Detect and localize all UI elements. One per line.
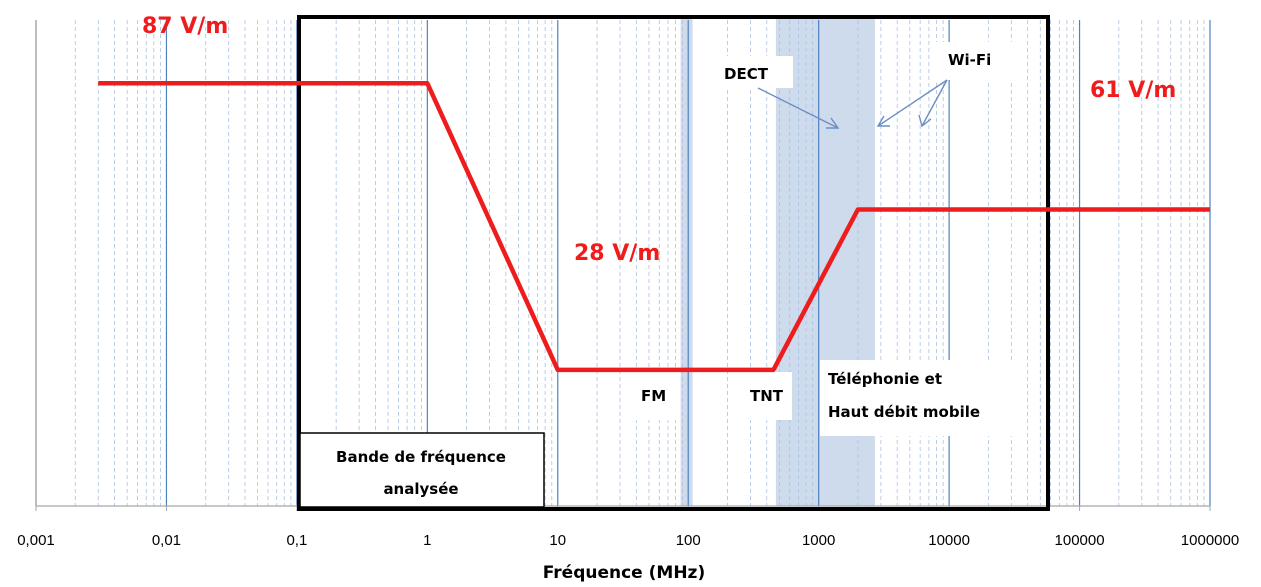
- wifi-label-bg: [935, 42, 1019, 80]
- right-value-label: 61 V/m: [1090, 78, 1176, 103]
- wifi-arrow-1: [877, 79, 948, 127]
- series: [98, 80, 1210, 373]
- x-tick-label: 0,001: [17, 532, 55, 549]
- annotation-boxes: [632, 42, 1025, 436]
- left-value-label: 87 V/m: [142, 14, 228, 39]
- x-axis-title: Fréquence (MHz): [543, 563, 705, 583]
- analyzed-band-label-line2: analysée: [383, 480, 458, 498]
- dect-arrow-head: [826, 117, 840, 129]
- band-1: [775, 17, 806, 506]
- x-tick-label: 1000000: [1181, 532, 1239, 549]
- x-tick-label: 10000: [928, 532, 970, 549]
- dect-label-bg: [718, 56, 793, 88]
- band-0: [680, 17, 693, 506]
- fm-band-label: FM: [641, 387, 666, 405]
- tel-band-label-line2: Haut débit mobile: [828, 403, 980, 421]
- dect-label: DECT: [724, 65, 769, 83]
- x-ticks: 0,001 0,01 0,1 1 10 100 1000 10000 100000 1000000: [17, 506, 1239, 549]
- x-tick-label: 1: [423, 532, 431, 549]
- mid-value-label: 28 V/m: [574, 241, 660, 266]
- series-line-0: [98, 80, 1210, 373]
- x-tick-label: 100: [676, 532, 701, 549]
- grid-lines: [35, 20, 1211, 506]
- analyzed-band-frame: [297, 15, 1050, 511]
- wifi-arrow-1-head: [876, 115, 890, 127]
- tnt-label-bg: [742, 372, 792, 420]
- x-tick-label: 0,1: [286, 532, 307, 549]
- wifi-arrow-2: [921, 79, 948, 127]
- wifi-arrow-2-head: [918, 114, 932, 128]
- tel-band-label-line1: Téléphonie et: [828, 370, 942, 388]
- tel-label-bg: [820, 360, 1025, 436]
- axes: [35, 20, 1210, 507]
- dect-arrow: [757, 87, 839, 129]
- analyzed-band-label-line1: Bande de fréquence: [336, 448, 506, 466]
- wifi-label: Wi-Fi: [948, 51, 991, 69]
- annotation-arrows: [757, 79, 948, 129]
- fm-label-bg: [632, 372, 678, 420]
- analyzed-band-label-box: [299, 432, 545, 508]
- x-tick-label: 10: [549, 532, 566, 549]
- x-tick-label: 1000: [802, 532, 835, 549]
- x-tick-label: 0,01: [152, 532, 181, 549]
- x-tick-label: 100000: [1055, 532, 1105, 549]
- labels: 87 V/m 28 V/m 61 V/m DECT Wi-Fi FM TNT T…: [142, 14, 1176, 583]
- tnt-band-label: TNT: [750, 387, 784, 405]
